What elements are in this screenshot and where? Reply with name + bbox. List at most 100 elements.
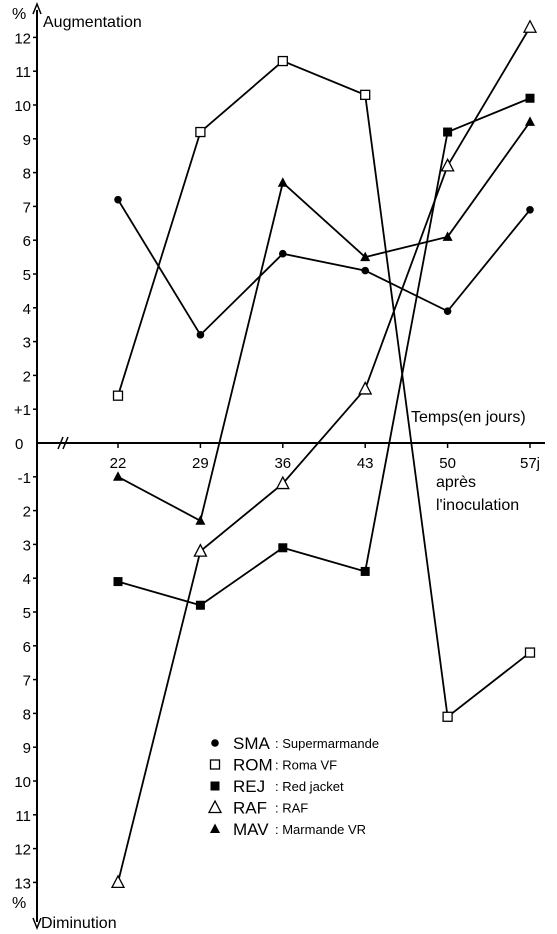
y-axis-down-arrow bbox=[32, 917, 42, 931]
legend-item-rej: REJ : Red jacket bbox=[210, 777, 344, 796]
series-sma bbox=[114, 195, 534, 339]
y-tick-label: 5 bbox=[23, 267, 31, 284]
data-point bbox=[275, 475, 290, 490]
data-point bbox=[196, 331, 205, 339]
axis-break-mark bbox=[57, 436, 69, 450]
legend-item-mav: MAV : Marmande VR bbox=[210, 820, 366, 839]
y-tick-label: 5 bbox=[23, 605, 31, 622]
x-axis-label: Temps(en jours) bbox=[411, 409, 526, 426]
legend-marker bbox=[210, 823, 220, 833]
data-point bbox=[360, 89, 371, 101]
x-axis-label-suffix-1: après bbox=[436, 474, 476, 491]
series-mav bbox=[113, 116, 535, 525]
y-tick-label: 3 bbox=[23, 537, 31, 554]
series-line bbox=[117, 97, 531, 607]
data-point bbox=[277, 55, 288, 67]
y-tick-label: +1 bbox=[14, 402, 31, 419]
series-rej bbox=[113, 93, 535, 610]
data-point bbox=[442, 231, 453, 241]
legend-code: SMA bbox=[233, 734, 271, 753]
y-tick-label: 4 bbox=[23, 301, 31, 318]
y-tick-label: 8 bbox=[23, 706, 31, 723]
legend-marker bbox=[211, 739, 219, 747]
y-tick-label: 6 bbox=[23, 233, 31, 250]
y-tick-label: 4 bbox=[23, 571, 31, 588]
data-point bbox=[360, 251, 371, 262]
y-bottom-label: Diminution bbox=[41, 915, 117, 932]
y-tick-label: 11 bbox=[15, 808, 31, 825]
legend-name: : Roma VF bbox=[275, 758, 337, 773]
data-point bbox=[361, 266, 370, 275]
series-line bbox=[117, 60, 531, 719]
y-tick-label: 2 bbox=[23, 504, 31, 521]
x-tick-label: 29 bbox=[192, 455, 209, 472]
data-point bbox=[195, 126, 206, 138]
x-tick-label: 22 bbox=[110, 455, 127, 472]
x-tick-label: 43 bbox=[357, 455, 374, 472]
data-point bbox=[195, 515, 206, 525]
legend-code: MAV bbox=[233, 820, 269, 839]
y-tick-label: 6 bbox=[23, 639, 31, 656]
y-tick-label: 3 bbox=[23, 335, 31, 352]
y-tick-label: 9 bbox=[23, 132, 31, 149]
legend-code: ROM bbox=[233, 756, 273, 775]
data-point bbox=[524, 647, 536, 658]
legend-item-sma: SMA : Supermarmande bbox=[211, 734, 379, 753]
x-tick-label: 57j bbox=[520, 455, 540, 472]
y-tick-label: 10 bbox=[14, 98, 31, 115]
legend-item-raf: RAF : RAF bbox=[207, 799, 308, 818]
data-point bbox=[114, 195, 122, 204]
y-tick-label: 2 bbox=[23, 368, 31, 385]
data-point bbox=[526, 205, 534, 214]
y-tick-label: 9 bbox=[23, 740, 31, 757]
data-point bbox=[195, 600, 205, 610]
series-raf bbox=[110, 19, 538, 889]
data-point bbox=[193, 543, 208, 557]
series-rom bbox=[112, 55, 536, 722]
x-tick-label: 36 bbox=[274, 455, 291, 472]
legend-code: RAF bbox=[233, 799, 267, 818]
y-tick-label: 13 bbox=[14, 875, 31, 892]
series-line bbox=[117, 121, 531, 523]
legend-item-rom: ROM: Roma VF bbox=[209, 756, 337, 775]
data-point bbox=[112, 390, 124, 401]
data-point bbox=[440, 157, 455, 172]
y-tick-label: 11 bbox=[15, 64, 31, 81]
data-point bbox=[277, 177, 288, 187]
data-point bbox=[443, 307, 452, 315]
data-point bbox=[522, 19, 538, 33]
series-line bbox=[117, 199, 531, 337]
y-tick-label: 8 bbox=[23, 166, 31, 183]
legend-code: REJ bbox=[233, 777, 265, 796]
legend-marker bbox=[207, 799, 223, 814]
legend-marker bbox=[210, 781, 220, 791]
x-axis-label-suffix-2: l'inoculation bbox=[436, 497, 519, 514]
data-point bbox=[278, 543, 288, 553]
y-tick-label: 7 bbox=[23, 673, 31, 690]
data-point bbox=[279, 249, 287, 258]
data-point bbox=[442, 711, 453, 722]
y-tick-label: 7 bbox=[23, 199, 31, 216]
legend-name: : Red jacket bbox=[275, 779, 344, 794]
y-tick-zero: 0 bbox=[15, 436, 23, 453]
x-tick-label: 50 bbox=[439, 455, 456, 472]
y-tick-label: 12 bbox=[14, 842, 31, 859]
legend-marker bbox=[209, 759, 221, 770]
y-tick-label: -1 bbox=[18, 470, 31, 487]
data-point bbox=[113, 577, 123, 587]
y-tick-label: 10 bbox=[14, 774, 31, 791]
data-point bbox=[360, 566, 370, 576]
series-line bbox=[117, 26, 531, 883]
legend-name: : RAF bbox=[275, 801, 308, 816]
legend-name: : Marmande VR bbox=[275, 822, 366, 837]
data-point bbox=[358, 381, 373, 395]
y-axis-up-arrow bbox=[32, 1, 42, 15]
legend-name: : Supermarmande bbox=[275, 736, 379, 751]
data-point bbox=[110, 874, 126, 889]
data-point bbox=[525, 116, 535, 126]
y-unit-bottom: % bbox=[12, 895, 26, 912]
data-point bbox=[113, 471, 123, 481]
data-point bbox=[525, 93, 535, 103]
